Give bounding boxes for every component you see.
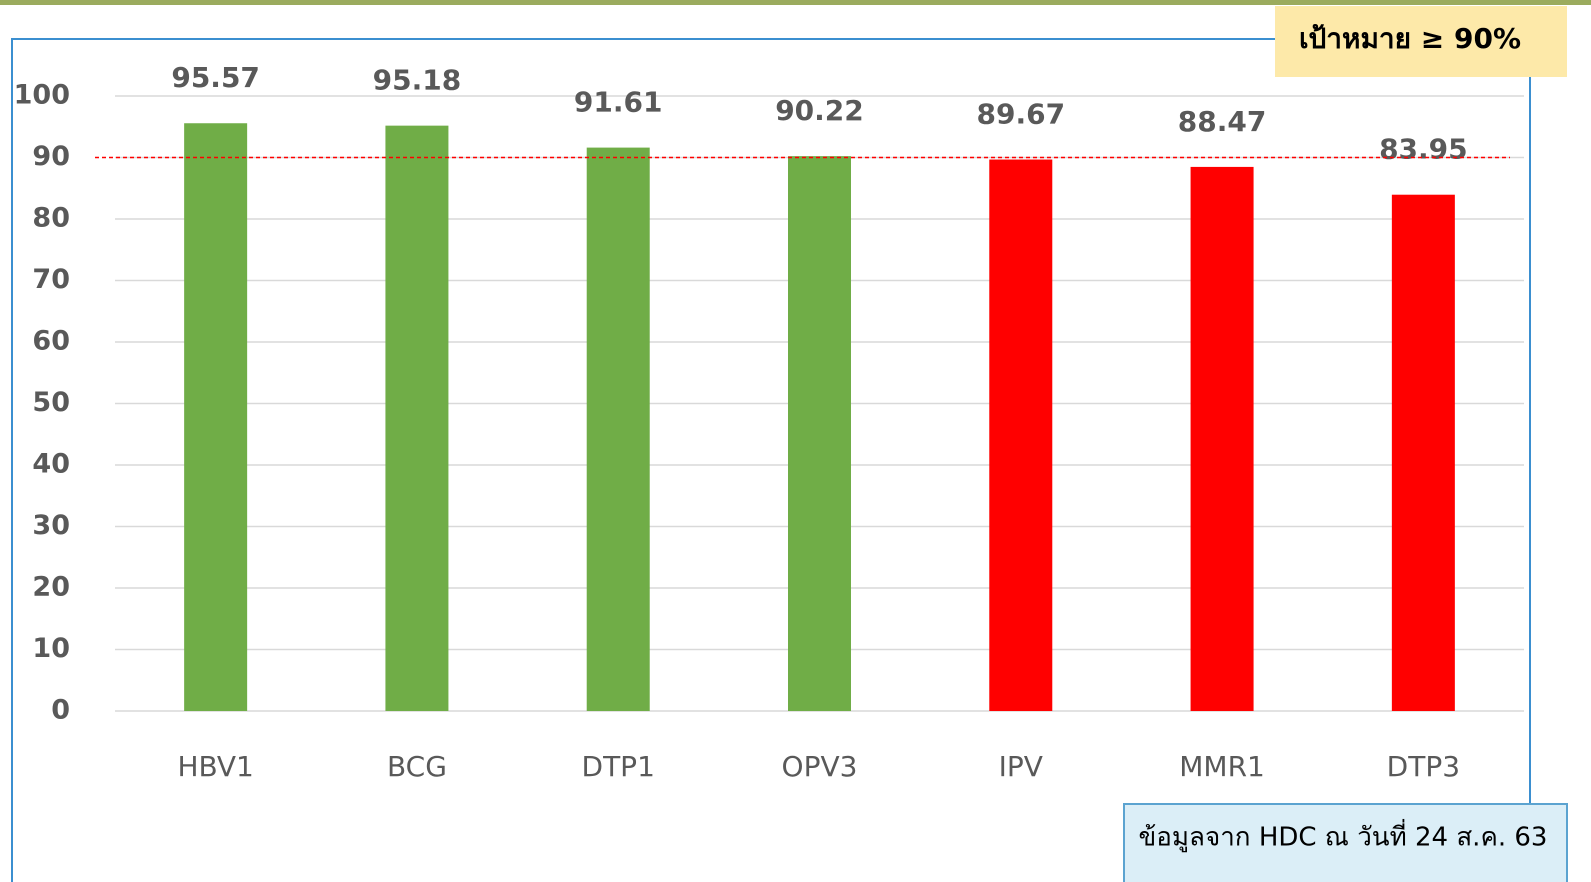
x-tick-label: HBV1: [177, 750, 253, 783]
y-tick-label: 80: [32, 203, 70, 234]
value-label: 83.95: [1379, 133, 1468, 166]
value-label: 91.61: [574, 86, 663, 119]
bar: [1391, 194, 1455, 711]
value-label: 88.47: [1178, 105, 1267, 138]
bar: [1190, 166, 1254, 712]
y-tick-label: 100: [14, 80, 70, 111]
y-tick-label: 60: [32, 326, 70, 357]
chart-frame: [11, 38, 1531, 882]
source-box: [1123, 803, 1568, 882]
value-label: 90.22: [775, 94, 864, 127]
value-label: 95.18: [373, 64, 462, 97]
x-tick-label: BCG: [387, 750, 447, 783]
bar: [788, 156, 851, 712]
top-band: [0, 0, 1591, 5]
x-tick-label: DTP1: [582, 750, 655, 783]
y-tick-label: 0: [51, 695, 70, 726]
y-tick-label: 20: [32, 572, 70, 603]
target-box: [1275, 6, 1567, 77]
bar: [989, 159, 1053, 712]
value-label: 95.57: [171, 61, 260, 94]
y-tick-label: 90: [32, 141, 70, 172]
bar: [184, 123, 248, 711]
y-tick-label: 40: [32, 449, 70, 480]
target-note: เป้าหมาย ≥ 90%: [1299, 22, 1521, 55]
y-tick-label: 50: [32, 387, 70, 418]
source-note: ข้อมูลจาก HDC ณ วันที่ 24 ส.ค. 63: [1139, 819, 1548, 853]
x-tick-label: MMR1: [1179, 750, 1265, 783]
y-tick-label: 30: [32, 510, 70, 541]
x-tick-label: OPV3: [782, 750, 858, 783]
bar: [586, 147, 650, 711]
bar: [385, 125, 449, 711]
x-tick-label: DTP3: [1387, 750, 1460, 783]
value-label: 89.67: [976, 98, 1065, 131]
plot: 0 10 20 30 40 50 60 70 80 90 100 HBV1 95.57 BCG 95.18 D…: [14, 61, 1524, 783]
y-tick-label: 70: [32, 264, 70, 295]
y-tick-label: 10: [32, 633, 70, 664]
x-tick-label: IPV: [999, 750, 1043, 783]
